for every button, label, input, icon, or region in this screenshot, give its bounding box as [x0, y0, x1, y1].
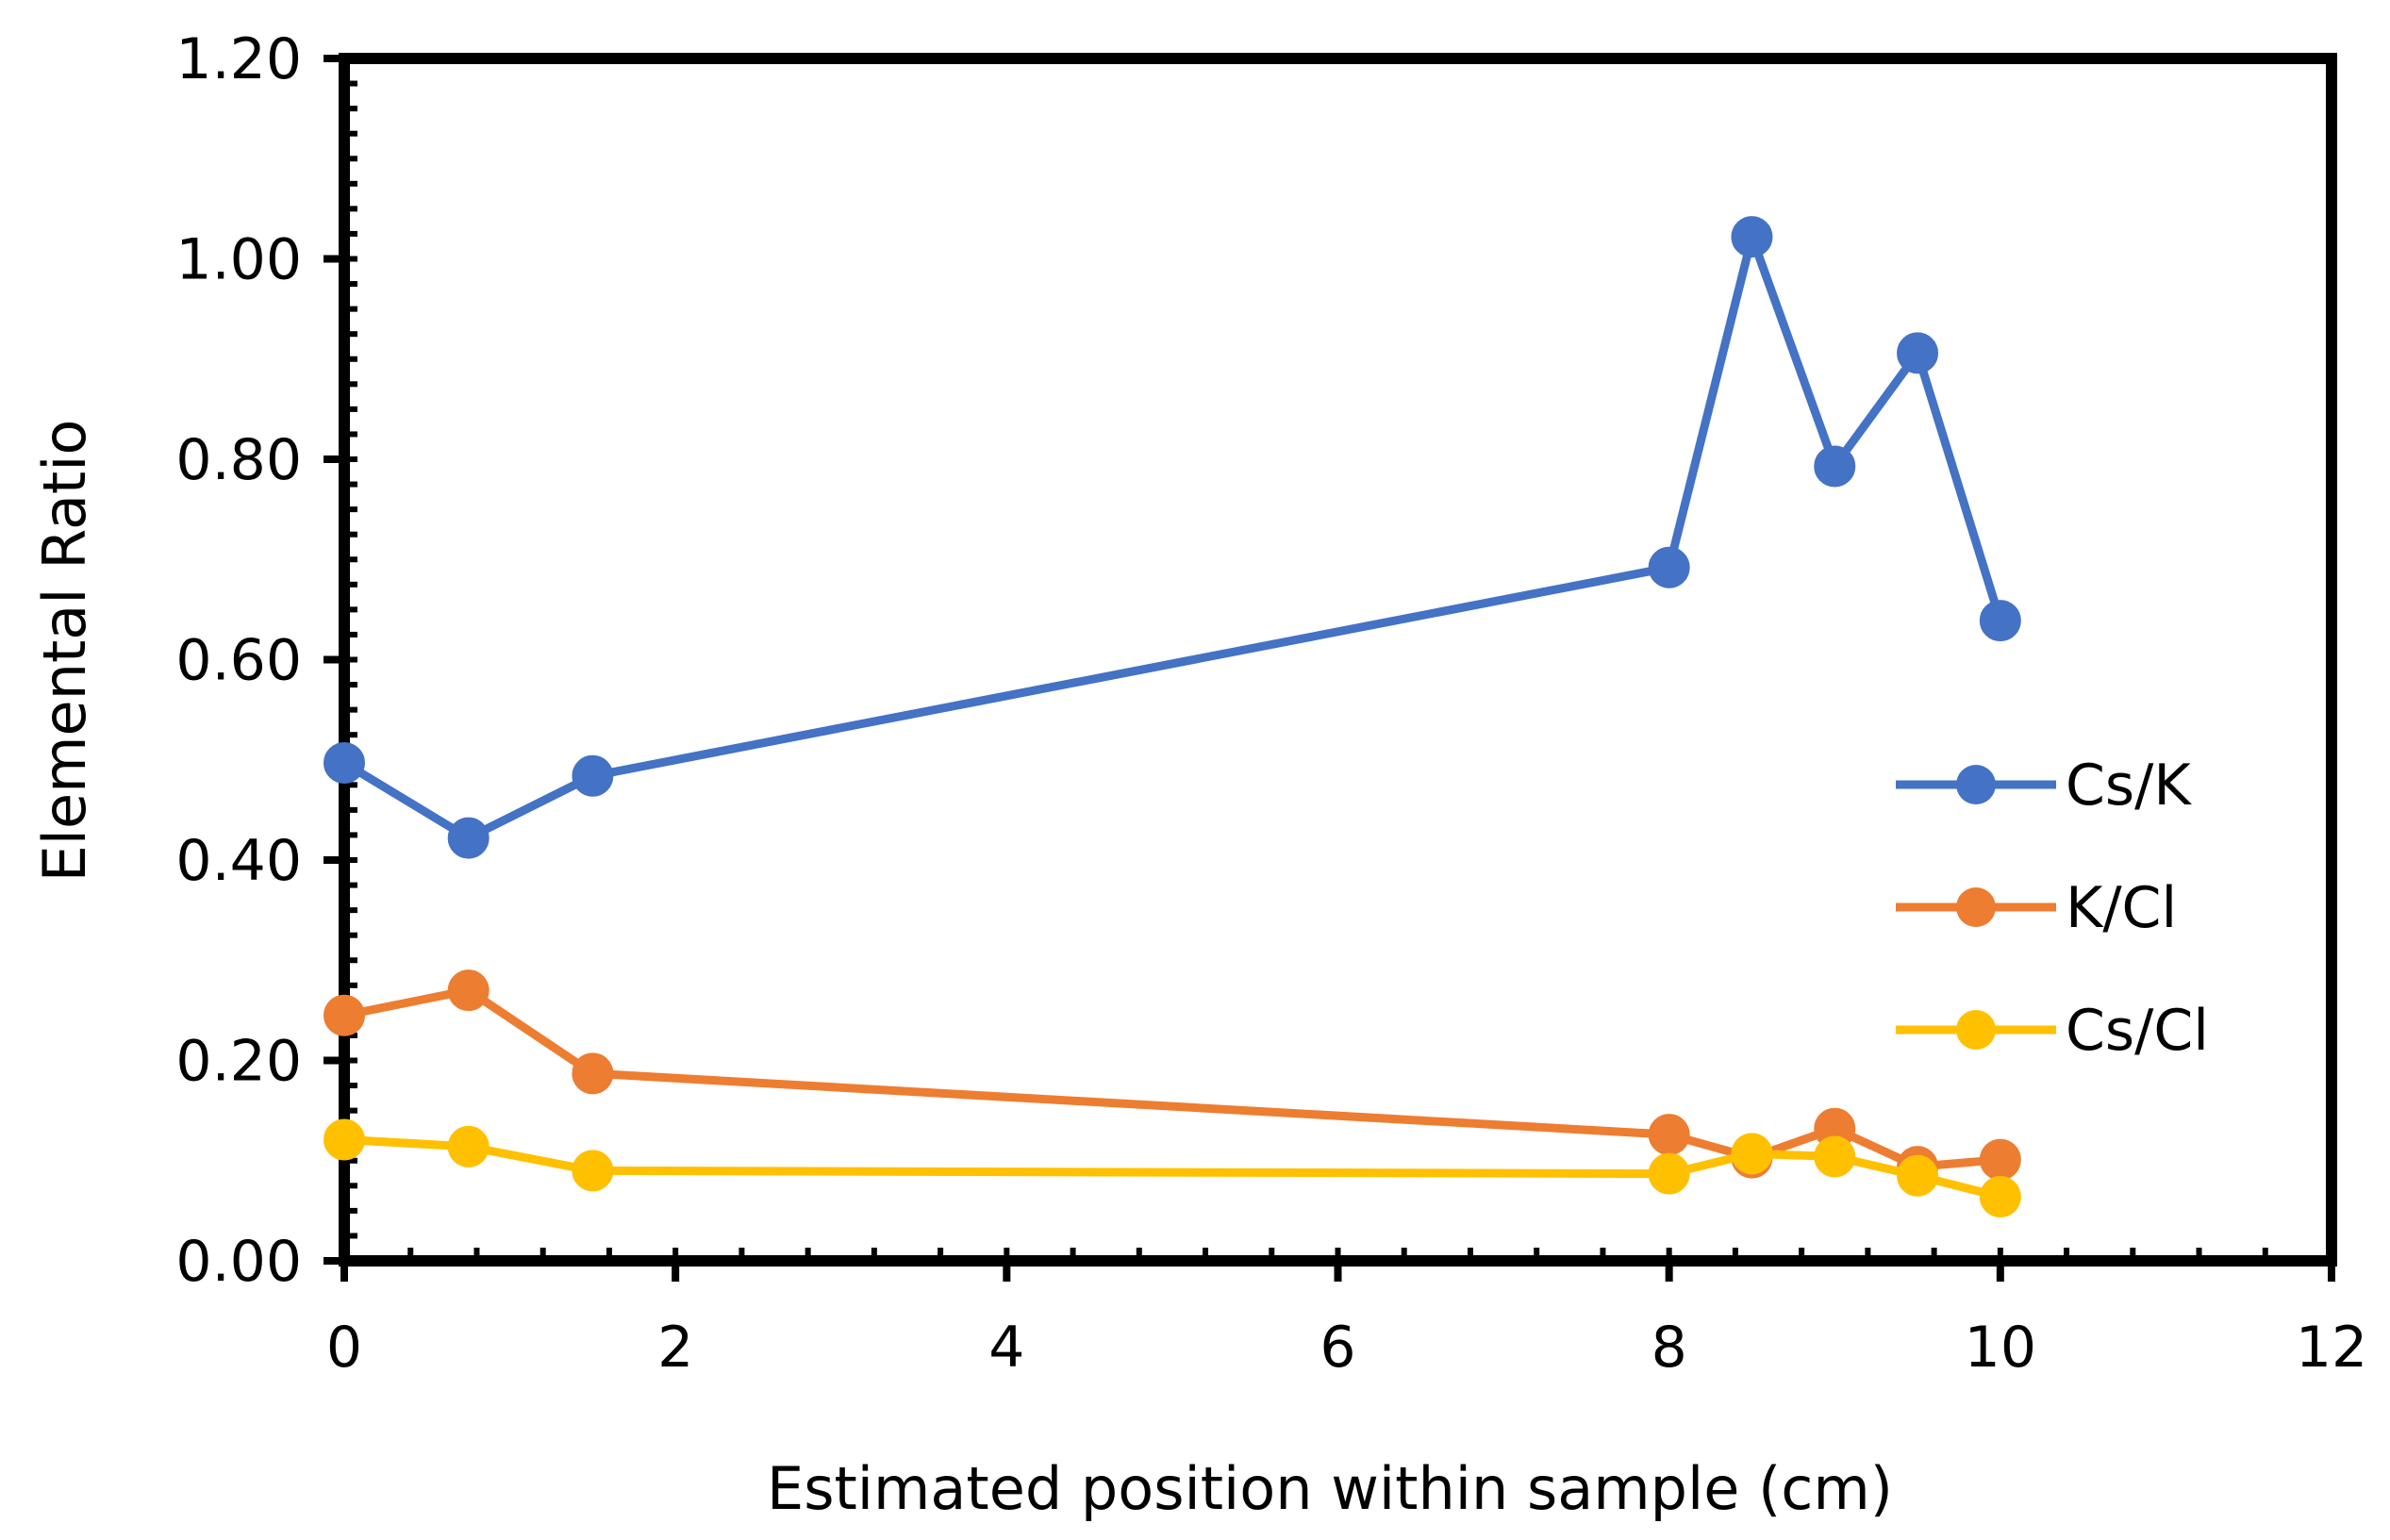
legend-marker-cs-cl [1956, 1010, 1996, 1050]
data-point-cs-cl [572, 1150, 614, 1192]
legend: Cs/K K/Cl Cs/Cl [1896, 753, 2209, 1064]
data-point-k-cl [447, 969, 490, 1012]
data-point-cs-k [572, 754, 614, 797]
data-point-cs-cl [1897, 1154, 1939, 1197]
data-point-cs-k [447, 817, 490, 859]
data-point-cs-k [1648, 546, 1690, 588]
x-axis-title: Estimated position within sample (cm) [767, 1454, 1893, 1523]
data-point-cs-cl [447, 1125, 490, 1167]
axis-ticks: 0.00 0.20 0.40 0.60 0.80 1.00 1.20 0 2 4 6 8 10 12 [175, 26, 2367, 1381]
x-tick-label: 2 [657, 1315, 693, 1381]
y-tick-label: 1.00 [175, 227, 302, 293]
series-layer [324, 216, 2021, 1217]
data-point-cs-cl [1979, 1176, 2021, 1217]
x-tick-label: 10 [1965, 1315, 2036, 1381]
y-tick-label: 0.80 [175, 427, 302, 493]
y-tick-label: 0.40 [175, 828, 302, 894]
x-tick-label: 12 [2296, 1315, 2367, 1381]
data-point-cs-cl [1648, 1152, 1690, 1195]
y-tick-label: 0.00 [175, 1229, 302, 1295]
data-point-cs-k [1979, 600, 2021, 642]
series-line-cs-k [341, 232, 2005, 843]
x-tick-label: 6 [1319, 1315, 1355, 1381]
data-point-cs-k [1814, 445, 1856, 488]
data-point-cs-k [324, 741, 365, 784]
x-tick-label: 8 [1651, 1315, 1687, 1381]
data-point-k-cl [572, 1052, 614, 1095]
data-point-k-cl [324, 994, 365, 1036]
x-tick-label: 0 [326, 1315, 362, 1381]
legend-label-k-cl: K/Cl [2066, 875, 2177, 941]
data-point-k-cl [1648, 1114, 1690, 1156]
legend-marker-cs-k [1956, 765, 1996, 804]
data-point-cs-k [1897, 332, 1939, 374]
x-tick-label: 4 [988, 1315, 1024, 1381]
y-tick-label: 0.60 [175, 628, 302, 694]
data-point-cs-cl [1814, 1135, 1856, 1178]
y-tick-label: 0.20 [175, 1029, 302, 1095]
legend-label-cs-cl: Cs/Cl [2066, 998, 2209, 1064]
legend-marker-k-cl [1956, 887, 1996, 927]
data-point-k-cl [1979, 1138, 2021, 1181]
data-point-cs-k [1731, 216, 1773, 258]
y-tick-label: 1.20 [175, 26, 302, 92]
data-point-cs-cl [1731, 1133, 1773, 1175]
data-point-cs-cl [324, 1118, 365, 1161]
y-axis-title: Elemental Ratio [30, 420, 99, 883]
legend-label-cs-k: Cs/K [2066, 753, 2192, 819]
